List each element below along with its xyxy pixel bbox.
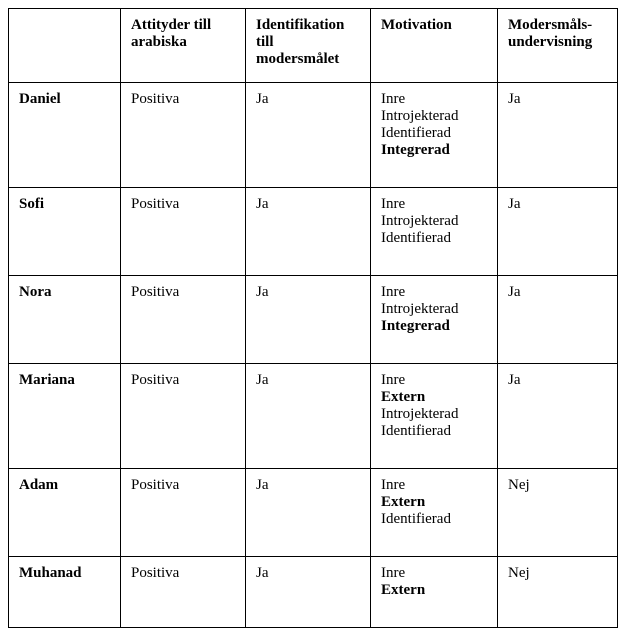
motivation-item: Extern (381, 389, 487, 406)
data-table: Attityder till arabiska Identifikation t… (8, 8, 618, 628)
motivation-item: Identifierad (381, 230, 487, 247)
row-identifikation: Ja (246, 557, 371, 628)
table-row: AdamPositivaJaInreExternIdentifieradNej (9, 469, 618, 557)
motivation-item: Inre (381, 196, 487, 213)
row-name: Daniel (9, 83, 121, 188)
motivation-item: Inre (381, 91, 487, 108)
header-motivation: Motivation (371, 9, 498, 83)
header-undervisning: Modersmåls- undervisning (498, 9, 618, 83)
header-identifikation: Identifikation till modersmålet (246, 9, 371, 83)
row-identifikation: Ja (246, 364, 371, 469)
row-name: Mariana (9, 364, 121, 469)
header-row: Attityder till arabiska Identifikation t… (9, 9, 618, 83)
row-identifikation: Ja (246, 276, 371, 364)
motivation-item: Inre (381, 284, 487, 301)
motivation-item: Identifierad (381, 511, 487, 528)
motivation-item: Extern (381, 582, 487, 599)
row-attityder: Positiva (121, 276, 246, 364)
table-body: DanielPositivaJaInreIntrojekteradIdentif… (9, 83, 618, 628)
motivation-item: Introjekterad (381, 213, 487, 230)
row-identifikation: Ja (246, 188, 371, 276)
row-identifikation: Ja (246, 469, 371, 557)
header-empty (9, 9, 121, 83)
row-attityder: Positiva (121, 188, 246, 276)
row-attityder: Positiva (121, 83, 246, 188)
motivation-item: Inre (381, 477, 487, 494)
table-row: SofiPositivaJaInreIntrojekteradIdentifie… (9, 188, 618, 276)
motivation-item: Integrerad (381, 318, 487, 335)
motivation-item: Introjekterad (381, 108, 487, 125)
row-motivation: InreExternIdentifierad (371, 469, 498, 557)
motivation-item: Inre (381, 372, 487, 389)
row-attityder: Positiva (121, 557, 246, 628)
row-attityder: Positiva (121, 469, 246, 557)
row-identifikation: Ja (246, 83, 371, 188)
row-name: Muhanad (9, 557, 121, 628)
row-name: Nora (9, 276, 121, 364)
table-row: MuhanadPositivaJaInreExternNej (9, 557, 618, 628)
row-name: Sofi (9, 188, 121, 276)
header-attityder: Attityder till arabiska (121, 9, 246, 83)
row-attityder: Positiva (121, 364, 246, 469)
row-undervisning: Ja (498, 83, 618, 188)
motivation-item: Identifierad (381, 423, 487, 440)
motivation-item: Identifierad (381, 125, 487, 142)
row-motivation: InreExtern (371, 557, 498, 628)
row-name: Adam (9, 469, 121, 557)
motivation-item: Extern (381, 494, 487, 511)
motivation-item: Inre (381, 565, 487, 582)
table-row: NoraPositivaJaInreIntrojekteradIntegrera… (9, 276, 618, 364)
row-undervisning: Ja (498, 364, 618, 469)
row-undervisning: Ja (498, 276, 618, 364)
row-motivation: InreIntrojekteradIdentifierad (371, 188, 498, 276)
motivation-item: Introjekterad (381, 406, 487, 423)
table-row: MarianaPositivaJaInreExternIntrojekterad… (9, 364, 618, 469)
row-undervisning: Ja (498, 188, 618, 276)
table-row: DanielPositivaJaInreIntrojekteradIdentif… (9, 83, 618, 188)
row-motivation: InreExternIntrojekteradIdentifierad (371, 364, 498, 469)
row-motivation: InreIntrojekteradIntegrerad (371, 276, 498, 364)
row-undervisning: Nej (498, 557, 618, 628)
row-undervisning: Nej (498, 469, 618, 557)
motivation-item: Integrerad (381, 142, 487, 159)
motivation-item: Introjekterad (381, 301, 487, 318)
row-motivation: InreIntrojekteradIdentifieradIntegrerad (371, 83, 498, 188)
